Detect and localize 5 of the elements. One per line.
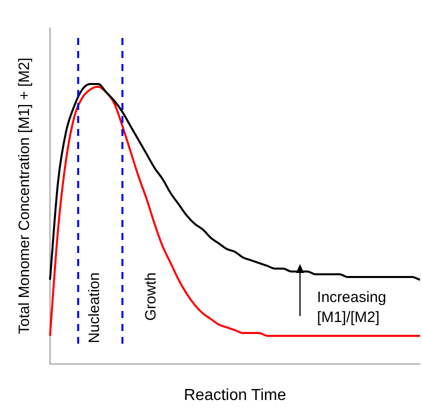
annotation: Nucleation [86, 272, 104, 344]
x-axis-title: Reaction Time [184, 386, 286, 404]
annotation: Growth [142, 272, 160, 321]
annotation: Increasing [M1]/[M2] [317, 288, 386, 326]
y-axis-title: Total Monomer Concentration [M1] + [M2] [16, 58, 34, 334]
